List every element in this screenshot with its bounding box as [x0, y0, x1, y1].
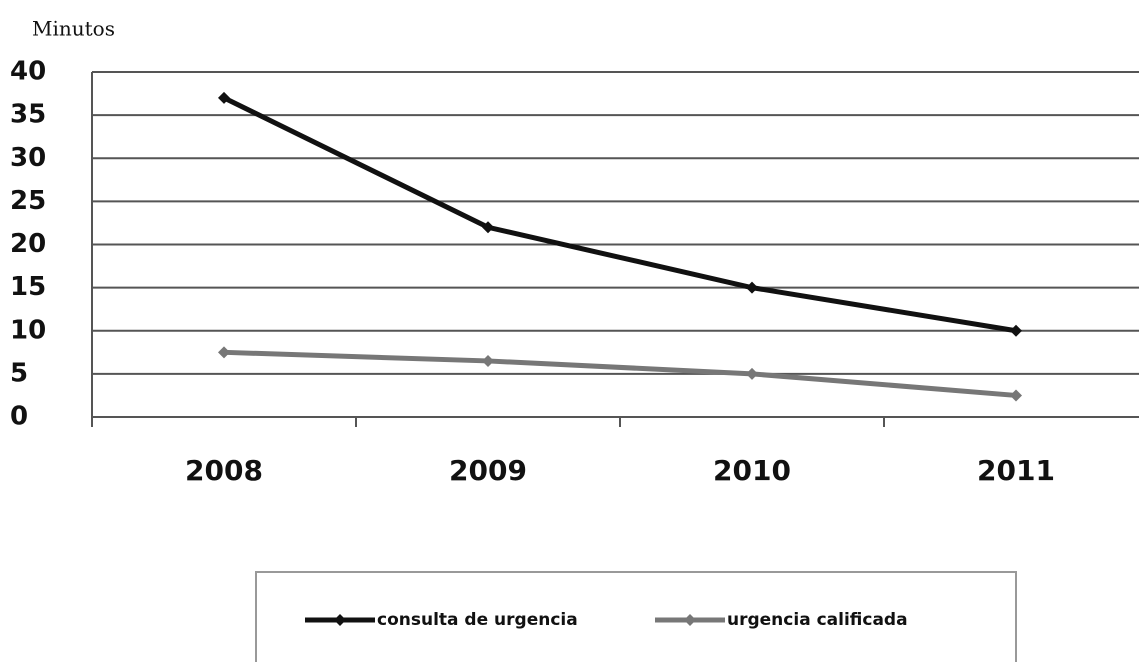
- y-tick-label: 10: [10, 315, 46, 345]
- point: [218, 346, 230, 359]
- y-tick-label: 20: [10, 229, 46, 259]
- x-tick-label: 2011: [977, 454, 1055, 487]
- x-tick-label: 2008: [185, 454, 263, 487]
- point: [1010, 389, 1022, 402]
- point: [218, 91, 230, 104]
- point: [746, 281, 758, 294]
- legend-label: consulta de urgencia: [377, 610, 578, 630]
- legend-marker: [334, 614, 346, 626]
- x-tick-label: 2010: [713, 454, 791, 487]
- x-tick-label: 2009: [449, 454, 527, 487]
- series-line: [223, 349, 1017, 398]
- y-tick-label: 30: [10, 143, 46, 173]
- point: [482, 221, 494, 234]
- y-tick-label: 15: [10, 272, 46, 302]
- point: [1010, 324, 1022, 337]
- y-axis-label: Minutos: [32, 17, 115, 41]
- y-tick-label: 25: [10, 186, 46, 216]
- series-line: [222, 95, 1017, 334]
- point: [746, 367, 758, 380]
- y-tick-label: 40: [10, 57, 46, 87]
- legend-box: [255, 571, 1017, 662]
- y-tick-label: 5: [10, 358, 28, 388]
- point: [482, 354, 494, 367]
- legend-marker: [684, 614, 696, 626]
- legend-label: urgencia calificada: [727, 610, 908, 630]
- y-tick-label: 0: [10, 402, 28, 432]
- y-tick-label: 35: [10, 100, 46, 130]
